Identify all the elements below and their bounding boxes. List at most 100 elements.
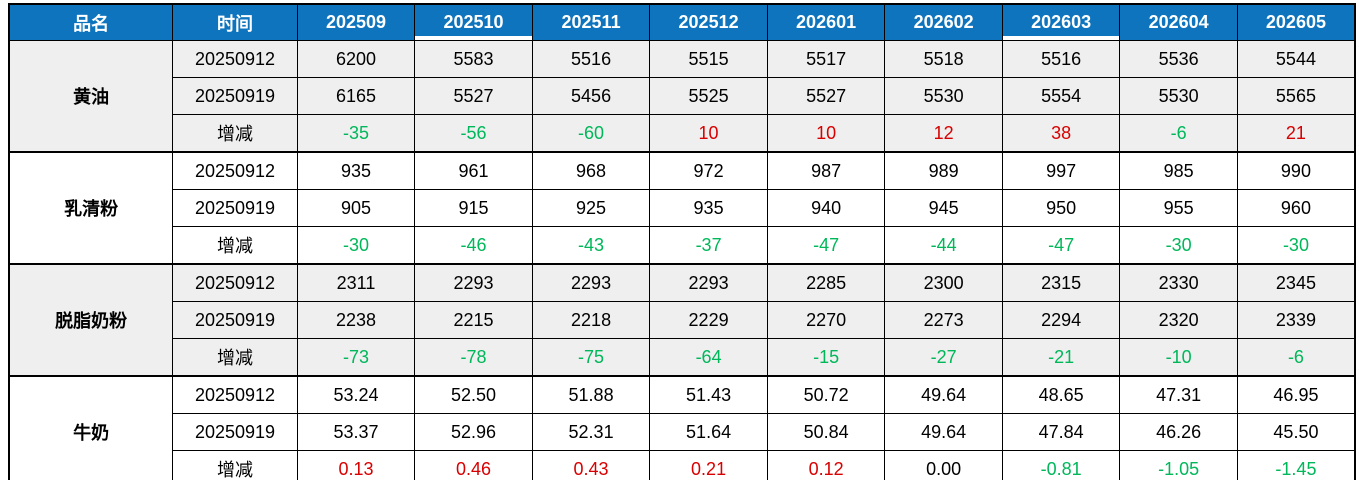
header-month-202509: 202509: [296, 3, 416, 41]
change-value-cell: 0.46: [414, 450, 533, 480]
header-month-202510: 202510: [414, 3, 533, 41]
change-value-cell: -30: [296, 226, 416, 265]
price-value-cell: 2339: [1236, 301, 1356, 339]
price-value-cell: 50.72: [766, 375, 886, 414]
price-value-cell: 5554: [1001, 77, 1121, 115]
price-value-cell: 989: [884, 151, 1003, 190]
header-month-202603: 202603: [1001, 3, 1121, 41]
change-value-cell: -64: [649, 338, 768, 377]
price-value-cell: 945: [884, 189, 1003, 227]
price-value-cell: 53.24: [296, 375, 416, 414]
product-name: 脱脂奶粉: [8, 263, 174, 377]
price-value-cell: 2273: [884, 301, 1003, 339]
price-value-cell: 2345: [1236, 263, 1356, 302]
price-value-cell: 2215: [414, 301, 533, 339]
change-value-cell: 12: [884, 114, 1003, 153]
price-value-cell: 5456: [531, 77, 651, 115]
price-value-cell: 5565: [1236, 77, 1356, 115]
table-row: 黄油 20250912 6200 5583 5516 5515 5517 5518 5516 55…: [8, 40, 1356, 153]
change-row-label: 增减: [172, 226, 298, 265]
price-value-cell: 5525: [649, 77, 768, 115]
price-value-cell: 5527: [766, 77, 886, 115]
price-value-cell: 960: [1236, 189, 1356, 227]
price-value-cell: 51.64: [649, 413, 768, 451]
price-value-cell: 5544: [1236, 40, 1356, 78]
change-value-cell: -21: [1001, 338, 1121, 377]
price-value-cell: 5516: [1001, 40, 1121, 78]
header-month-202602: 202602: [884, 3, 1003, 41]
change-value-cell: 0.13: [296, 450, 416, 480]
header-month-202601: 202601: [766, 3, 886, 41]
table-row: 增减 -35 -56 -60 10 10 12 38 -6 21: [9, 114, 1356, 153]
change-value-cell: -15: [766, 338, 886, 377]
price-value-cell: 45.50: [1236, 413, 1356, 451]
header-row: 品名 时间 202509 202510 202511 202512 202601 2026…: [8, 3, 1356, 41]
price-value-cell: 2229: [649, 301, 768, 339]
price-value-cell: 6200: [296, 40, 416, 78]
table-row: 增减 0.13 0.46 0.43 0.21 0.12 0.00 -0.81 -1.05 -1.4…: [9, 450, 1356, 480]
price-value-cell: 6165: [296, 77, 416, 115]
change-value-cell: -1.05: [1119, 450, 1238, 480]
price-value-cell: 52.96: [414, 413, 533, 451]
header-month-202605: 202605: [1236, 3, 1356, 41]
price-value-cell: 49.64: [884, 375, 1003, 414]
price-value-cell: 2311: [296, 263, 416, 302]
header-time-label: 时间: [172, 3, 298, 41]
price-value-cell: 48.65: [1001, 375, 1121, 414]
change-value-cell: 0.12: [766, 450, 886, 480]
price-value-cell: 2293: [531, 263, 651, 302]
change-value-cell: 10: [766, 114, 886, 153]
price-value-cell: 990: [1236, 151, 1356, 190]
table-row: 乳清粉 20250912 935 961 968 972 987 989 997 985 990: [8, 151, 1356, 265]
change-value-cell: 0.21: [649, 450, 768, 480]
change-value-cell: -43: [531, 226, 651, 265]
dairy-price-table: 品名 时间 202509 202510 202511 202512 202601 2026…: [8, 3, 1356, 480]
change-value-cell: -10: [1119, 338, 1238, 377]
change-value-cell: -27: [884, 338, 1003, 377]
header-month-202511: 202511: [531, 3, 651, 41]
table-row: 脱脂奶粉 20250912 2311 2293 2293 2293 2285 2300 2315…: [8, 263, 1356, 377]
change-value-cell: -75: [531, 338, 651, 377]
price-value-cell: 5516: [531, 40, 651, 78]
change-value-cell: -30: [1236, 226, 1356, 265]
change-value-cell: -56: [414, 114, 533, 153]
change-value-cell: -35: [296, 114, 416, 153]
price-value-cell: 2270: [766, 301, 886, 339]
change-value-cell: -44: [884, 226, 1003, 265]
header-month-202604: 202604: [1119, 3, 1238, 41]
price-value-cell: 52.31: [531, 413, 651, 451]
table-row: 增减 -30 -46 -43 -37 -47 -44 -47 -30 -30: [9, 226, 1356, 265]
table-row: 牛奶 20250912 53.24 52.50 51.88 51.43 50.72 49.64…: [8, 375, 1356, 480]
change-value-cell: -78: [414, 338, 533, 377]
price-value-cell: 5583: [414, 40, 533, 78]
price-value-cell: 968: [531, 151, 651, 190]
date-row-label: 20250912: [172, 375, 298, 414]
header-month-202512: 202512: [649, 3, 768, 41]
price-value-cell: 2330: [1119, 263, 1238, 302]
price-value-cell: 5527: [414, 77, 533, 115]
price-value-cell: 53.37: [296, 413, 416, 451]
price-value-cell: 5536: [1119, 40, 1238, 78]
change-value-cell: -0.81: [1001, 450, 1121, 480]
change-row-label: 增减: [172, 114, 298, 153]
price-value-cell: 2238: [296, 301, 416, 339]
change-value-cell: -60: [531, 114, 651, 153]
change-value-cell: -30: [1119, 226, 1238, 265]
product-name: 黄油: [8, 40, 174, 153]
change-row-label: 增减: [172, 450, 298, 480]
change-value-cell: -6: [1119, 114, 1238, 153]
price-value-cell: 925: [531, 189, 651, 227]
change-value-cell: -46: [414, 226, 533, 265]
price-value-cell: 5530: [1119, 77, 1238, 115]
price-value-cell: 961: [414, 151, 533, 190]
price-value-cell: 915: [414, 189, 533, 227]
price-value-cell: 52.50: [414, 375, 533, 414]
price-value-cell: 49.64: [884, 413, 1003, 451]
price-value-cell: 935: [649, 189, 768, 227]
change-value-cell: -47: [766, 226, 886, 265]
date-row-label: 20250919: [172, 301, 298, 339]
change-value-cell: -6: [1236, 338, 1356, 377]
price-value-cell: 2300: [884, 263, 1003, 302]
date-row-label: 20250919: [172, 413, 298, 451]
